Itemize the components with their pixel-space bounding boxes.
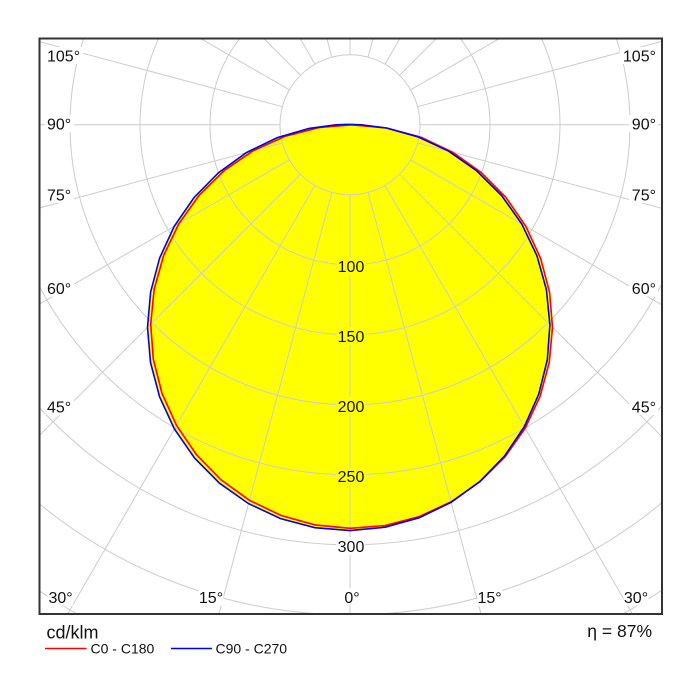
svg-text:150: 150 <box>338 329 365 346</box>
svg-text:300: 300 <box>338 539 365 556</box>
svg-text:100: 100 <box>338 259 365 276</box>
svg-text:105°: 105° <box>623 49 656 66</box>
svg-text:45°: 45° <box>632 400 656 417</box>
svg-text:75°: 75° <box>47 188 71 205</box>
svg-text:75°: 75° <box>632 188 656 205</box>
svg-text:15°: 15° <box>199 590 223 607</box>
svg-text:C0 - C180: C0 - C180 <box>91 641 155 657</box>
svg-text:200: 200 <box>338 399 365 416</box>
svg-text:cd/klm: cd/klm <box>47 623 99 643</box>
svg-text:45°: 45° <box>47 400 71 417</box>
svg-text:90°: 90° <box>47 117 71 134</box>
svg-text:15°: 15° <box>477 590 501 607</box>
svg-text:60°: 60° <box>47 281 71 298</box>
svg-text:η = 87%: η = 87% <box>587 621 652 641</box>
svg-text:250: 250 <box>338 469 365 486</box>
svg-text:90°: 90° <box>632 117 656 134</box>
svg-text:30°: 30° <box>624 590 648 607</box>
svg-text:C90 - C270: C90 - C270 <box>216 641 288 657</box>
svg-text:30°: 30° <box>48 590 72 607</box>
svg-text:0°: 0° <box>344 590 359 607</box>
svg-text:60°: 60° <box>632 281 656 298</box>
svg-text:105°: 105° <box>47 49 80 66</box>
